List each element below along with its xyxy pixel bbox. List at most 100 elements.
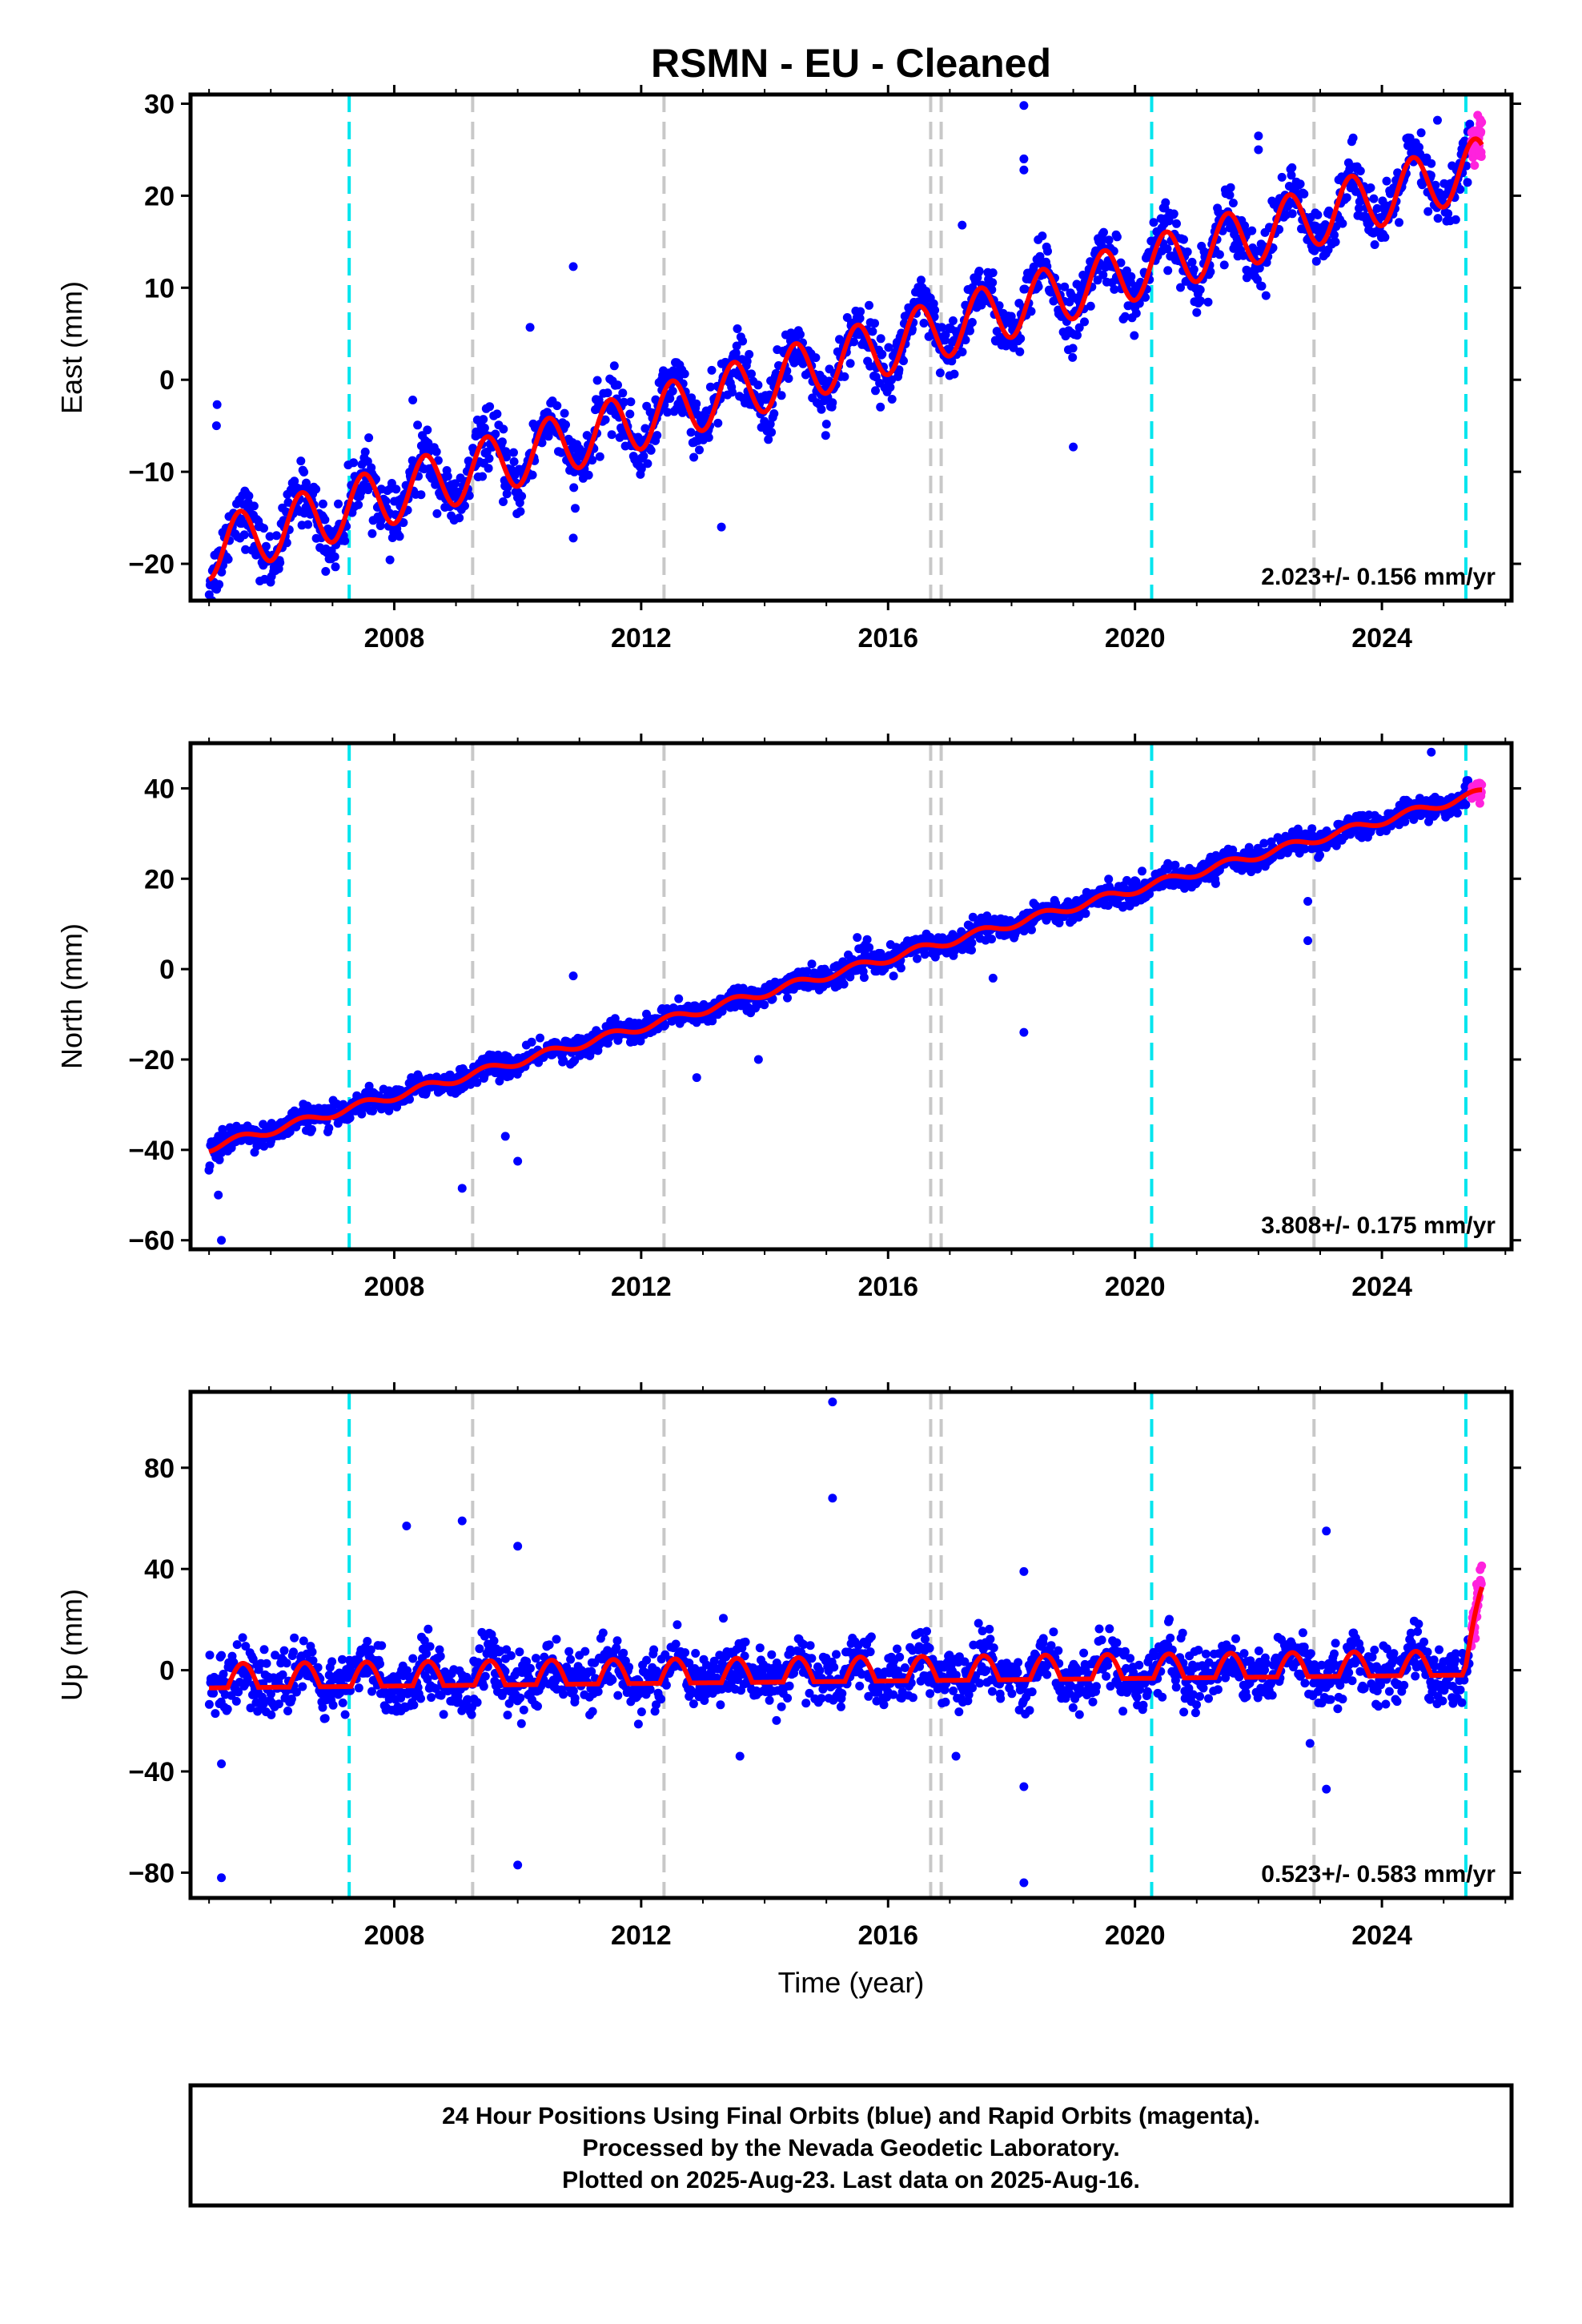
data-point [499,497,508,506]
x-tick-label: 2016 [857,623,918,653]
data-point [807,959,817,969]
data-point [377,1641,387,1651]
y-tick-label: 10 [144,273,175,304]
data-point [864,1691,873,1701]
y-tick-label: 0 [159,955,175,985]
data-point [897,1694,906,1703]
data-point [961,336,970,344]
data-point [480,424,489,432]
data-point [472,1698,482,1707]
data-point [592,376,602,385]
data-point [817,1694,826,1703]
data-point [455,513,464,523]
data-point [453,487,463,497]
data-point [733,324,742,333]
data-point [619,397,628,407]
data-point [968,912,978,922]
data-point [338,1698,347,1707]
data-point [610,1014,620,1023]
data-point [356,487,366,497]
data-point [290,1633,299,1642]
data-point [876,402,885,412]
data-point [435,1645,444,1655]
data-point [204,1699,214,1709]
data-point [872,1696,881,1706]
data-point [708,1016,717,1026]
data-point [259,524,268,533]
data-point [502,489,512,499]
data-point [865,1647,875,1657]
data-point [784,374,793,384]
data-point [1415,143,1423,152]
outlier-point [1254,145,1263,155]
data-point [593,1687,603,1696]
data-point [217,1651,227,1660]
data-point [1240,221,1250,231]
x-tick-label: 2020 [1105,623,1166,653]
data-point [1131,308,1141,318]
data-point [1163,266,1173,275]
data-point [1060,282,1070,292]
data-point [862,935,872,944]
data-point [209,1688,219,1698]
data-point [334,499,343,509]
data-point [668,386,677,396]
data-point [1295,179,1305,189]
data-point [503,1711,512,1720]
data-point [1112,232,1122,242]
data-point [899,356,908,366]
data-point [290,476,299,486]
data-point [700,1696,709,1705]
data-point [1015,347,1025,356]
data-point [299,468,309,476]
data-point [536,1033,544,1043]
data-point [385,555,395,565]
data-point [1043,247,1052,256]
x-tick-label: 2008 [364,1272,425,1302]
rate-annotation: 2.023+/- 0.156 mm/yr [1261,564,1496,590]
data-point [1261,291,1271,300]
data-point [732,341,741,351]
data-point [765,1695,774,1705]
data-point [552,1634,561,1644]
data-point [580,1647,590,1656]
data-point [777,391,786,400]
outlier-point [1019,1027,1029,1037]
data-point [967,318,977,327]
data-point [765,420,775,429]
data-point [598,1628,608,1638]
data-point [330,552,339,561]
data-point [298,1682,307,1691]
data-point [232,1640,242,1650]
data-point [217,567,227,577]
data-point [691,1649,701,1658]
data-point [515,1647,524,1657]
data-point [753,380,763,390]
data-point [741,1637,750,1647]
data-point [303,520,313,529]
data-point [1370,240,1379,249]
data-point [1427,159,1436,168]
model-line [208,787,1482,1154]
data-point [1006,312,1016,321]
data-point [859,973,869,983]
data-point [920,950,930,959]
data-point [692,399,701,408]
data-point [624,1663,634,1672]
data-point [783,1694,793,1703]
data-point [299,1636,308,1646]
data-point [1080,317,1089,327]
data-point [929,299,938,308]
data-point [926,1689,935,1699]
data-point [1164,216,1174,226]
data-point [994,301,1004,311]
y-tick-label: −20 [128,1045,175,1076]
data-point [405,1095,414,1104]
data-point [652,431,662,440]
data-point [747,369,756,379]
data-point [1416,128,1426,138]
data-point [467,1710,476,1719]
data-point [503,483,512,492]
data-point [1196,296,1205,306]
data-point [463,1695,472,1704]
